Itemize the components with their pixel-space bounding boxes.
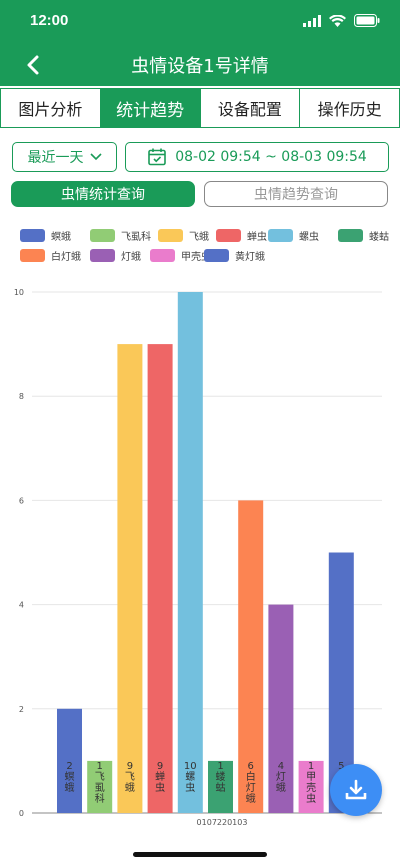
bar-data-label: 1 甲壳虫 xyxy=(306,761,316,805)
x-tick-label: 0107220103 xyxy=(197,818,248,827)
date-range-picker[interactable]: 08-02 09:54 ~ 08-03 09:54 xyxy=(125,142,389,172)
legend-label: 螟蛾 xyxy=(51,232,71,243)
status-time: 12:00 xyxy=(30,12,69,29)
bar-data-label: 2 螟蛾 xyxy=(65,761,75,794)
status-bar: 12:00 xyxy=(0,0,400,44)
legend-label: 灯蛾 xyxy=(121,252,141,263)
tab-device-config[interactable]: 设备配置 xyxy=(199,89,300,127)
bar xyxy=(117,344,143,813)
legend-item[interactable]: 蝼蛄 xyxy=(338,228,389,243)
y-tick-label: 2 xyxy=(19,705,24,714)
legend-label: 飞蛾 xyxy=(189,232,209,243)
signal-icon xyxy=(303,14,321,27)
bar xyxy=(208,760,233,813)
tab-image-analysis[interactable]: 图片分析 xyxy=(0,89,100,127)
y-tick-label: 8 xyxy=(19,392,24,401)
legend-swatch xyxy=(20,229,45,242)
date-range-text: 08-02 09:54 ~ 08-03 09:54 xyxy=(175,149,367,165)
bar-data-label: 9 蝉虫 xyxy=(155,761,165,794)
bar xyxy=(298,760,324,813)
page-title: 虫情设备1号详情 xyxy=(131,56,269,77)
calendar-icon xyxy=(148,148,167,166)
y-tick-label: 4 xyxy=(19,601,24,610)
bar-chart: 02468102螟蛾1飞虱科9飞蛾9蝉虫10螺虫1蝼蛄6白灯蛾4灯蛾1甲壳虫5黄… xyxy=(14,288,382,827)
bar xyxy=(238,500,264,813)
tab-bar: 图片分析 统计趋势 设备配置 操作历史 xyxy=(0,88,400,128)
download-icon xyxy=(345,779,367,800)
nav-bar: 虫情设备1号详情 xyxy=(0,44,400,86)
legend-swatch xyxy=(268,229,293,242)
legend-swatch xyxy=(216,229,241,242)
legend-item[interactable]: 灯蛾 xyxy=(90,248,141,263)
legend-swatch xyxy=(90,229,115,242)
bar-data-label: 10 螺虫 xyxy=(184,761,197,794)
battery-icon xyxy=(354,14,380,27)
bar-data-label: 1 蝼蛄 xyxy=(216,761,226,794)
trend-query-button[interactable]: 虫情趋势查询 xyxy=(204,181,388,207)
legend-item[interactable]: 飞蛾 xyxy=(158,228,209,243)
bar-data-label: 9 飞蛾 xyxy=(125,761,135,794)
legend-label: 螺虫 xyxy=(299,232,319,243)
legend-label: 蝼蛄 xyxy=(369,232,389,243)
legend-label: 白灯蛾 xyxy=(51,252,81,263)
legend-swatch xyxy=(158,229,183,242)
legend-label: 黄灯蛾 xyxy=(235,252,265,263)
legend-item[interactable]: 黄灯蛾 xyxy=(204,248,265,263)
legend-label: 蝉虫 xyxy=(247,232,267,243)
time-range-label: 最近一天 xyxy=(27,150,84,166)
stats-query-button[interactable]: 虫情统计查询 xyxy=(11,181,195,207)
legend-item[interactable]: 飞虱科 xyxy=(90,228,151,243)
legend-swatch xyxy=(150,249,175,262)
bar xyxy=(177,292,203,813)
legend-item[interactable]: 螟蛾 xyxy=(20,228,71,243)
bar xyxy=(87,760,113,813)
tab-statistics-trend[interactable]: 统计趋势 xyxy=(99,89,200,127)
y-tick-label: 0 xyxy=(19,809,24,818)
bar xyxy=(147,344,173,813)
legend-swatch xyxy=(204,249,229,262)
back-button[interactable] xyxy=(18,50,48,80)
wifi-icon xyxy=(329,14,346,27)
bar xyxy=(268,604,294,813)
bar-data-label: 1 飞虱科 xyxy=(95,761,105,805)
y-tick-label: 10 xyxy=(14,288,24,297)
legend-label: 甲壳虫 xyxy=(181,252,211,263)
chevron-down-icon xyxy=(89,153,102,161)
legend-swatch xyxy=(338,229,363,242)
download-button[interactable] xyxy=(330,764,382,816)
y-tick-label: 6 xyxy=(19,496,24,505)
time-range-select[interactable]: 最近一天 xyxy=(12,142,117,172)
bar xyxy=(57,708,82,813)
legend-swatch xyxy=(90,249,115,262)
bar-data-label: 6 白灯蛾 xyxy=(246,761,256,805)
bar-data-label: 4 灯蛾 xyxy=(276,761,286,794)
legend-item[interactable]: 白灯蛾 xyxy=(20,248,81,263)
status-icons xyxy=(303,14,380,27)
legend-item[interactable]: 蝉虫 xyxy=(216,228,267,243)
legend-item[interactable]: 螺虫 xyxy=(268,228,319,243)
home-indicator xyxy=(133,852,267,857)
legend-item[interactable]: 甲壳虫 xyxy=(150,248,211,263)
legend-swatch xyxy=(20,249,45,262)
chevron-left-icon xyxy=(27,55,39,75)
legend-label: 飞虱科 xyxy=(121,232,151,243)
tab-operation-history[interactable]: 操作历史 xyxy=(299,89,400,127)
